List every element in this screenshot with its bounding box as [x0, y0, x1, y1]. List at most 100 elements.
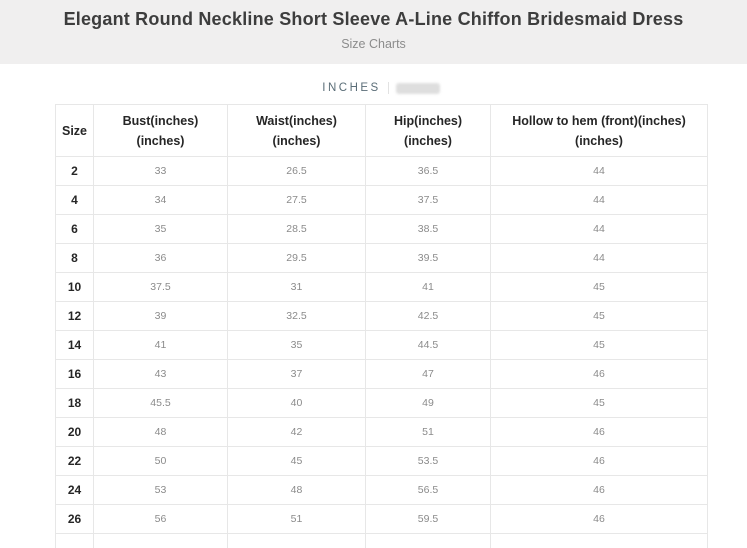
column-header-line1: Waist(inches)	[256, 113, 337, 128]
value-cell: 27.5	[227, 185, 366, 215]
table-row: 10 37.5 31 41 45	[55, 272, 708, 302]
value-cell: 44.5	[365, 330, 491, 360]
value-cell: 51	[365, 417, 491, 447]
size-cell: 2	[55, 156, 94, 186]
size-cell: 10	[55, 272, 94, 302]
empty-cell	[93, 533, 228, 548]
table-row-partial	[55, 533, 708, 548]
value-cell: 42	[227, 417, 366, 447]
units-bar: INCHES	[55, 81, 707, 95]
value-cell: 56	[93, 504, 228, 534]
empty-cell	[490, 533, 708, 548]
size-cell: 26	[55, 504, 94, 534]
value-cell: 35	[93, 214, 228, 244]
size-cell: 24	[55, 475, 94, 505]
size-cell: 12	[55, 301, 94, 331]
value-cell: 39	[93, 301, 228, 331]
value-cell: 43	[93, 359, 228, 389]
column-header-line2: (inches)	[404, 133, 452, 148]
column-header-line2: (inches)	[136, 133, 185, 148]
empty-cell	[365, 533, 491, 548]
value-cell: 45	[227, 446, 366, 476]
page-title: Elegant Round Neckline Short Sleeve A-Li…	[63, 9, 684, 29]
value-cell: 35	[227, 330, 366, 360]
value-cell: 48	[93, 417, 228, 447]
size-cell: 18	[55, 388, 94, 418]
title-band: Elegant Round Neckline Short Sleeve A-Li…	[0, 0, 747, 64]
size-cell: 16	[55, 359, 94, 389]
blurred-unit-toggle[interactable]	[395, 82, 440, 94]
table-row: 6 35 28.5 38.5 44	[55, 214, 708, 244]
value-cell: 45	[490, 388, 708, 418]
value-cell: 37	[227, 359, 366, 389]
table-row: 18 45.5 40 49 45	[55, 388, 708, 418]
value-cell: 46	[490, 417, 708, 447]
value-cell: 51	[227, 504, 366, 534]
size-cell: 14	[55, 330, 94, 360]
value-cell: 26.5	[227, 156, 366, 186]
value-cell: 53.5	[365, 446, 491, 476]
column-header-line1: Bust(inches)	[122, 113, 199, 128]
table-row: 14 41 35 44.5 45	[55, 330, 708, 360]
size-cell: 4	[55, 185, 94, 215]
value-cell: 38.5	[365, 214, 491, 244]
table-row: 4 34 27.5 37.5 44	[55, 185, 708, 215]
value-cell: 44	[490, 214, 708, 244]
value-cell: 49	[365, 388, 491, 418]
column-header-bust: Bust(inches) (inches)	[93, 104, 228, 157]
value-cell: 44	[490, 243, 708, 273]
value-cell: 37.5	[93, 272, 228, 302]
value-cell: 46	[490, 446, 708, 476]
value-cell: 45.5	[93, 388, 228, 418]
table-row: 16 43 37 47 46	[55, 359, 708, 389]
table-row: 24 53 48 56.5 46	[55, 475, 708, 505]
size-chart-table: Size Bust(inches) (inches) Waist(inches) (in…	[55, 104, 708, 548]
value-cell: 47	[365, 359, 491, 389]
column-header-line2: (inches)	[272, 133, 321, 148]
value-cell: 46	[490, 475, 708, 505]
column-header-hip: Hip(inches) (inches)	[365, 104, 491, 157]
value-cell: 42.5	[365, 301, 491, 331]
table-row: 2 33 26.5 36.5 44	[55, 156, 708, 186]
value-cell: 34	[93, 185, 228, 215]
value-cell: 44	[490, 156, 708, 186]
table-row: 22 50 45 53.5 46	[55, 446, 708, 476]
size-cell: 6	[55, 214, 94, 244]
column-header-line2: (inches)	[575, 133, 623, 148]
table-row: 26 56 51 59.5 46	[55, 504, 708, 534]
value-cell: 36	[93, 243, 228, 273]
value-cell: 48	[227, 475, 366, 505]
size-cell: 20	[55, 417, 94, 447]
table-row: 20 48 42 51 46	[55, 417, 708, 447]
value-cell: 31	[227, 272, 366, 302]
size-cell: 8	[55, 243, 94, 273]
empty-cell	[227, 533, 366, 548]
value-cell: 40	[227, 388, 366, 418]
value-cell: 41	[93, 330, 228, 360]
column-header-line1: Hip(inches)	[393, 113, 463, 128]
table-row: 8 36 29.5 39.5 44	[55, 243, 708, 273]
value-cell: 39.5	[365, 243, 491, 273]
column-header-line1: Size	[61, 123, 87, 138]
units-separator	[387, 82, 389, 94]
value-cell: 28.5	[227, 214, 366, 244]
size-chart-section: INCHES Size Bust(inches) (inches) Waist(inc…	[0, 81, 747, 548]
value-cell: 33	[93, 156, 228, 186]
units-inches-toggle[interactable]: INCHES	[322, 82, 381, 94]
page-subtitle: Size Charts	[341, 37, 406, 51]
value-cell: 45	[490, 272, 708, 302]
value-cell: 44	[490, 185, 708, 215]
column-header-waist: Waist(inches) (inches)	[227, 104, 366, 157]
value-cell: 45	[490, 330, 708, 360]
value-cell: 29.5	[227, 243, 366, 273]
column-header-size: Size	[55, 104, 94, 157]
value-cell: 36.5	[365, 156, 491, 186]
empty-cell	[55, 533, 94, 548]
value-cell: 46	[490, 359, 708, 389]
value-cell: 53	[93, 475, 228, 505]
value-cell: 32.5	[227, 301, 366, 331]
column-header-line1: Hollow to hem (front)(inches)	[512, 113, 686, 128]
table-row: 12 39 32.5 42.5 45	[55, 301, 708, 331]
value-cell: 50	[93, 446, 228, 476]
column-header-hollow-to-hem: Hollow to hem (front)(inches) (inches)	[490, 104, 708, 157]
